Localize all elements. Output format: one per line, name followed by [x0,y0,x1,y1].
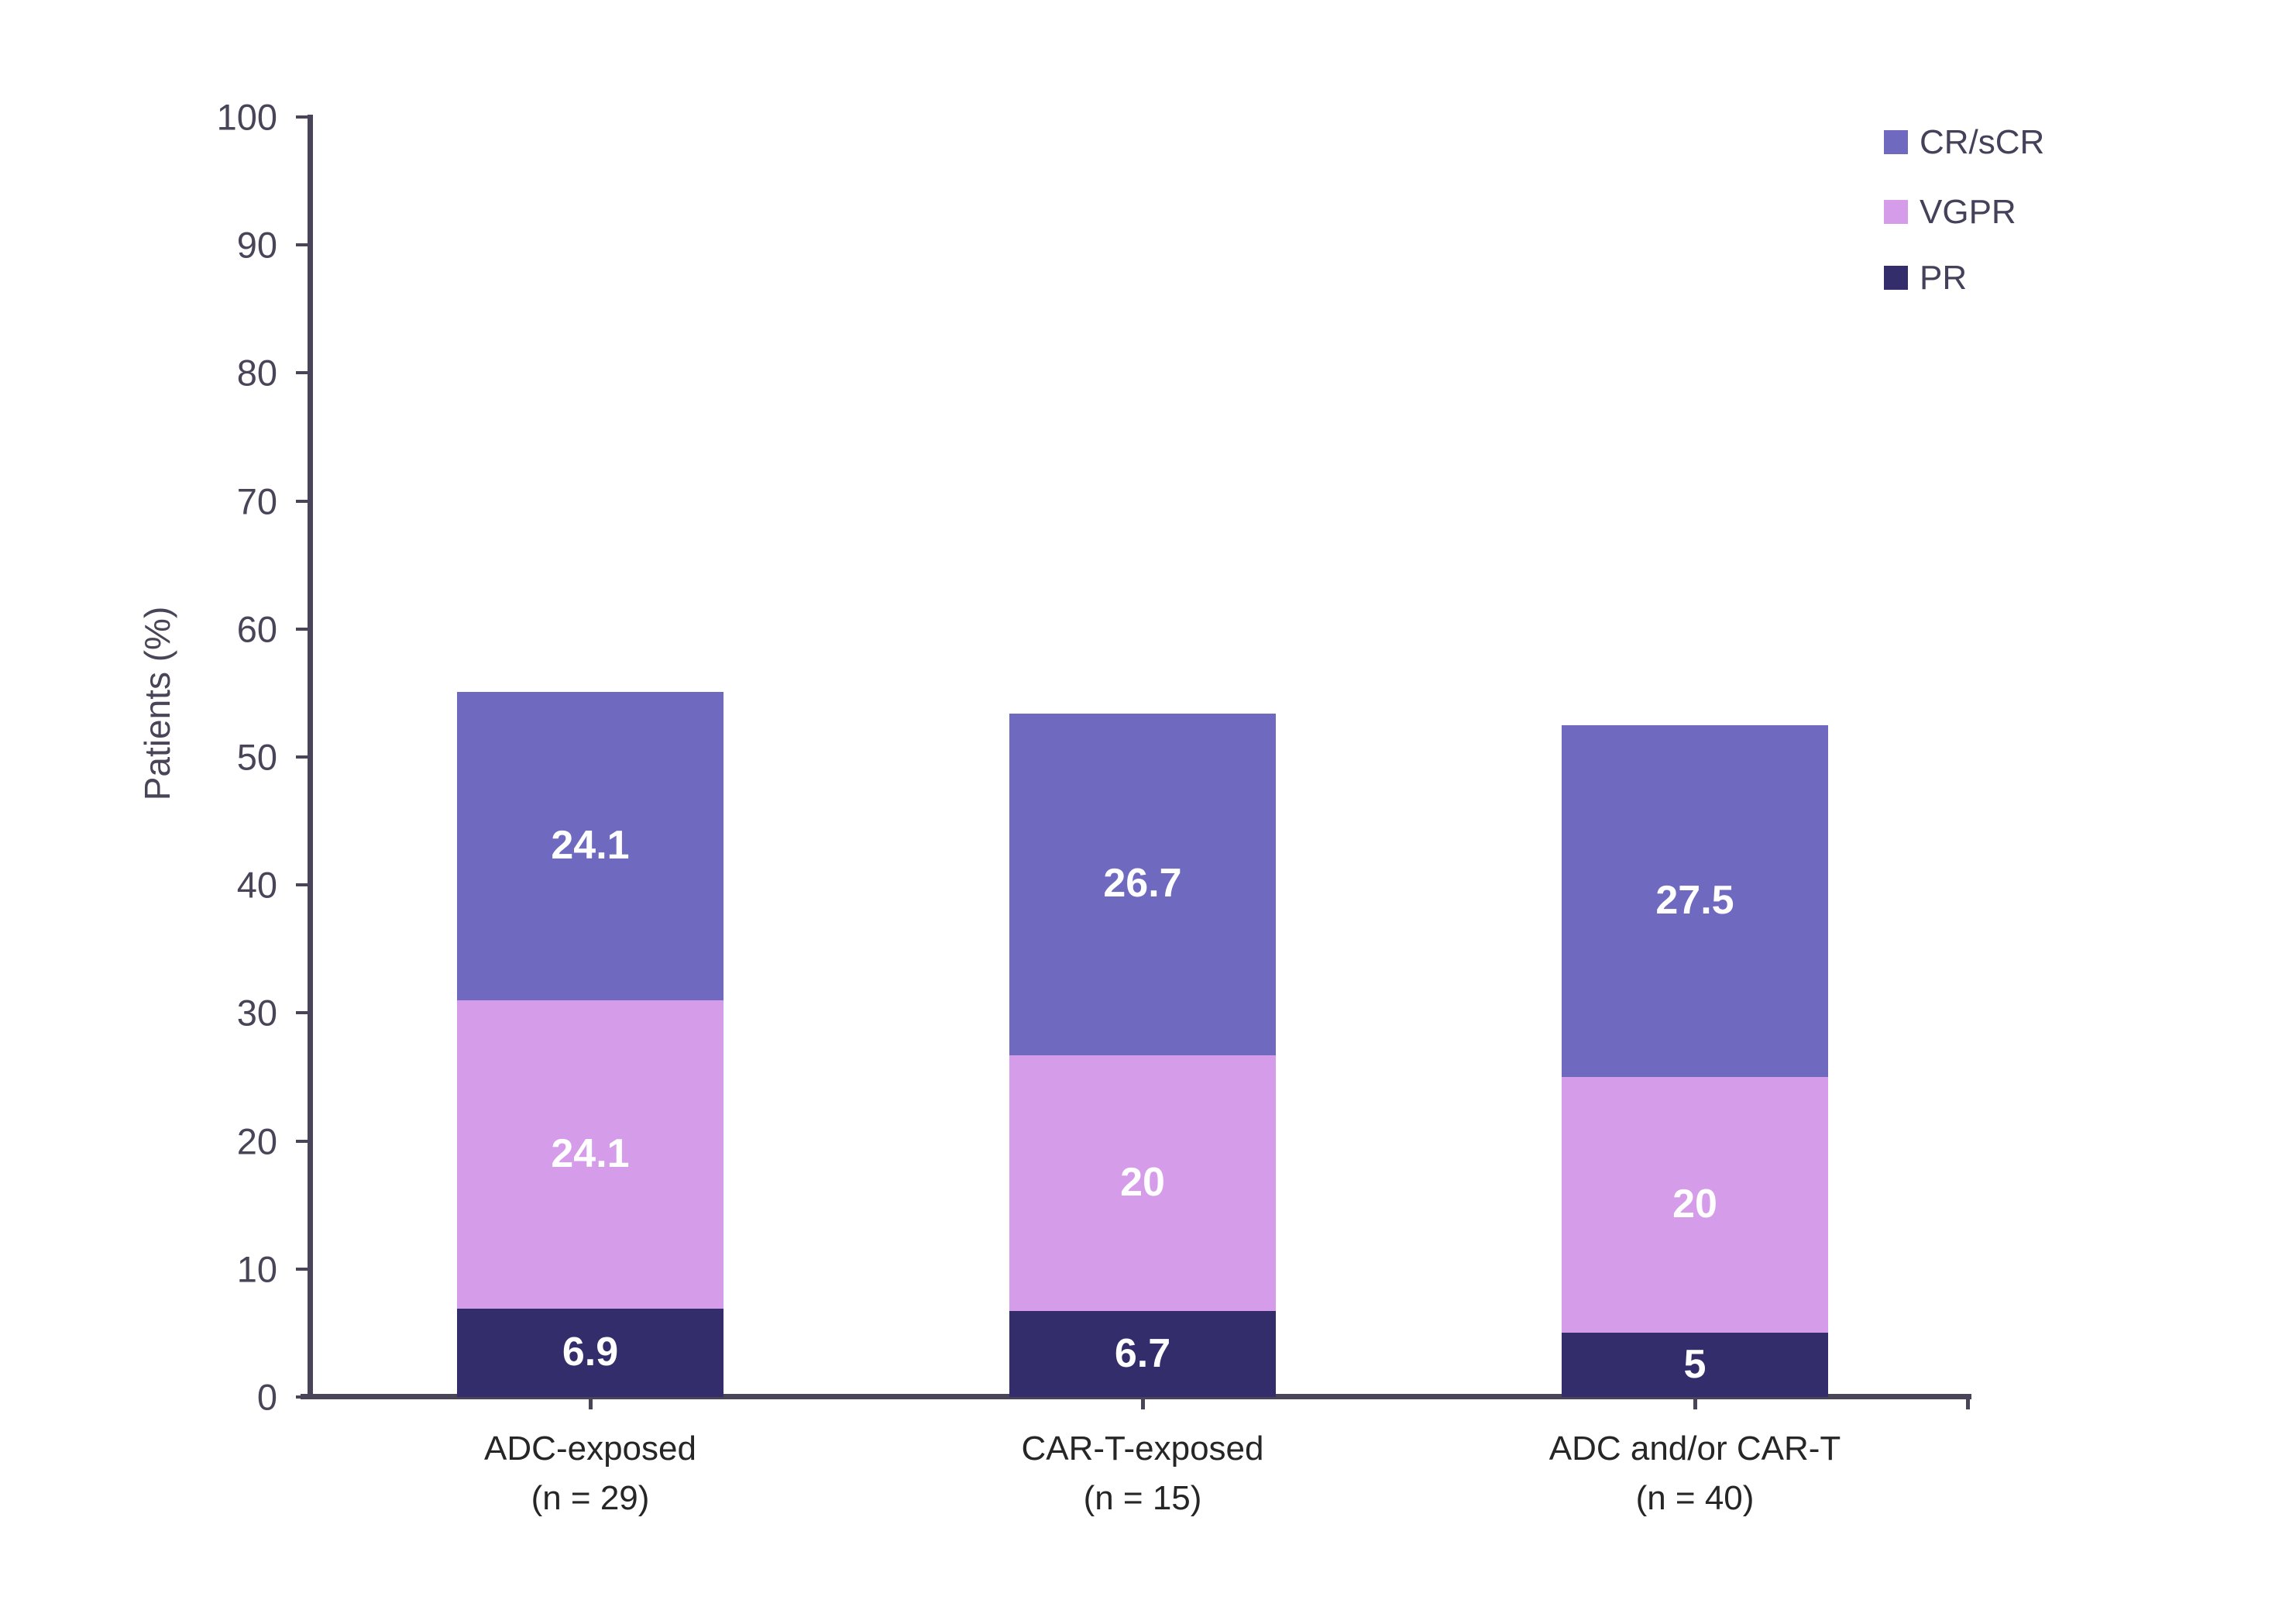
bar-value-label-pr: 6.9 [562,1329,619,1375]
y-tick [296,1395,308,1399]
bar-value-label-vgpr: 20 [1672,1182,1717,1227]
legend-label-vgpr: VGPR [1920,192,2016,231]
y-tick-label: 30 [236,992,277,1034]
bar-value-label-cr-scr: 24.1 [551,822,630,868]
bar-segment-pr [457,1309,724,1397]
bar-segment-pr [1562,1333,1828,1397]
category-label: ADC and/or CAR-T (n = 40) [1455,1424,1935,1523]
bar-value-label-cr-scr: 26.7 [1103,861,1182,907]
bar-segment-cr-scr [1562,724,1828,1077]
y-axis-line [308,115,313,1399]
y-tick-label: 70 [236,480,277,522]
bar-value-label-pr: 5 [1683,1341,1707,1387]
y-tick-label: 40 [236,864,277,906]
bar-segment-vgpr [1009,1055,1276,1312]
bar-segment-cr-scr [1009,713,1276,1055]
category-label-n: (n = 15) [1083,1479,1202,1517]
y-tick-label: 90 [236,224,277,266]
bar-value-label-vgpr: 20 [1120,1160,1165,1206]
legend-swatch-vgpr-icon [1884,200,1908,224]
y-tick [296,1139,308,1143]
legend-swatch-pr-icon [1884,266,1908,290]
y-tick-label: 60 [236,608,277,650]
x-tick [1965,1399,1970,1409]
category-label: ADC-exposed (n = 29) [350,1424,830,1523]
x-tick [1140,1399,1145,1409]
category-label-n: (n = 29) [531,1479,650,1517]
bar-value-label-cr-scr: 27.5 [1655,877,1734,923]
category-label-name: CAR-T-exposed [1021,1430,1264,1468]
category-label-name: ADC and/or CAR-T [1548,1430,1841,1468]
y-tick [296,243,308,247]
x-tick [1693,1399,1697,1409]
y-tick [296,883,308,887]
bar-value-label-vgpr: 24.1 [551,1130,630,1176]
y-tick [296,115,308,119]
y-tick [296,755,308,759]
bar-segment-pr [1009,1311,1276,1397]
y-tick [296,499,308,503]
category-label-n: (n = 40) [1635,1479,1755,1517]
legend-item-pr: PR [1884,260,1967,294]
category-label: CAR-T-exposed (n = 15) [902,1424,1383,1523]
y-tick [296,1267,308,1271]
bar-segment-cr-scr [457,691,724,1000]
legend-swatch-cr-scr-icon [1884,130,1908,154]
legend-item-vgpr: VGPR [1884,194,2016,229]
y-tick [296,1011,308,1015]
bar-segment-vgpr [457,1000,724,1309]
y-tick-label: 50 [236,736,277,778]
y-tick [296,627,308,631]
y-tick-label: 100 [216,96,277,138]
y-tick-label: 20 [236,1120,277,1162]
bar-value-label-pr: 6.7 [1114,1330,1171,1376]
y-tick-label: 10 [236,1248,277,1290]
legend-label-pr: PR [1920,258,1968,297]
legend-item-cr-scr: CR/sCR [1884,125,2044,159]
x-tick [588,1399,593,1409]
bar-segment-vgpr [1562,1077,1828,1333]
y-tick-label: 80 [236,352,277,394]
y-tick [296,371,308,375]
y-tick-label: 0 [256,1376,277,1418]
legend-label-cr-scr: CR/sCR [1920,122,2045,161]
category-label-name: ADC-exposed [484,1430,696,1468]
